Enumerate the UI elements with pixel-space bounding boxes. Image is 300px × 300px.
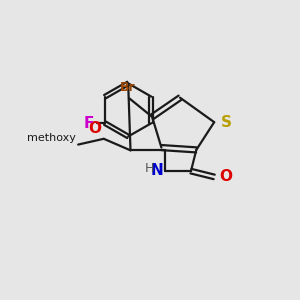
Text: N: N bbox=[151, 163, 164, 178]
Text: F: F bbox=[84, 116, 94, 131]
Text: O: O bbox=[88, 122, 101, 136]
Text: S: S bbox=[221, 115, 232, 130]
Text: O: O bbox=[219, 169, 232, 184]
Text: methoxy: methoxy bbox=[27, 133, 76, 143]
Text: Br: Br bbox=[120, 81, 136, 94]
Text: H: H bbox=[144, 162, 154, 175]
